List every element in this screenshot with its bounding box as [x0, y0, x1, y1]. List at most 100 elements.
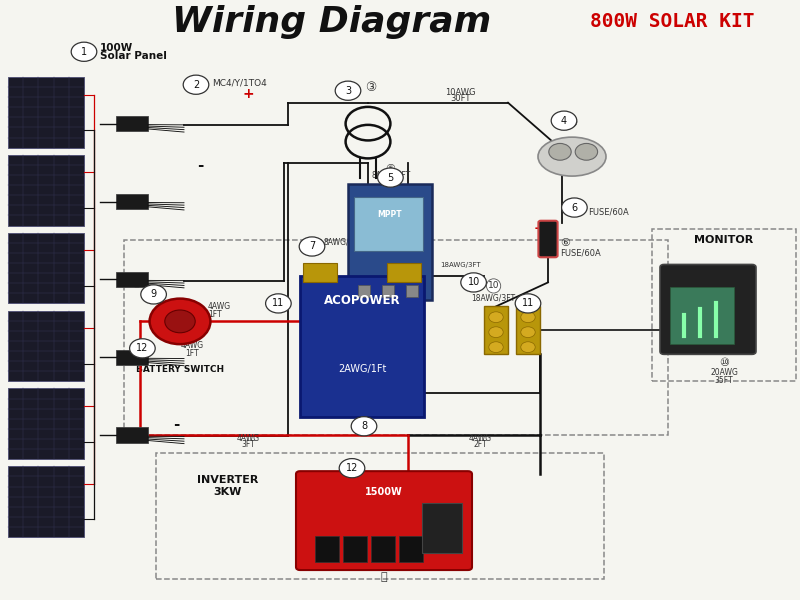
Text: 12: 12 — [346, 463, 358, 473]
Circle shape — [521, 312, 535, 323]
FancyBboxPatch shape — [660, 265, 756, 355]
Text: 4AWG: 4AWG — [518, 319, 538, 325]
Text: 10: 10 — [467, 277, 480, 287]
Text: 2FT: 2FT — [473, 440, 487, 449]
Text: 4AWG: 4AWG — [181, 341, 203, 350]
Text: 10: 10 — [488, 281, 499, 290]
Text: 5: 5 — [387, 173, 394, 182]
Text: INVERTER: INVERTER — [198, 475, 258, 485]
FancyBboxPatch shape — [516, 307, 540, 355]
FancyBboxPatch shape — [538, 221, 558, 257]
Text: 4AWG: 4AWG — [208, 302, 231, 311]
Text: 11: 11 — [272, 298, 285, 308]
Text: 7: 7 — [309, 241, 315, 251]
Text: 2AWG/1Ft: 2AWG/1Ft — [338, 364, 386, 374]
Circle shape — [130, 339, 155, 358]
FancyBboxPatch shape — [348, 184, 432, 301]
Text: 18AWG/3FT: 18AWG/3FT — [440, 262, 481, 268]
Text: -: - — [197, 158, 203, 173]
Text: 3FT: 3FT — [241, 440, 255, 449]
FancyBboxPatch shape — [8, 388, 84, 459]
Text: Solar Panel: Solar Panel — [100, 51, 167, 61]
Circle shape — [299, 237, 325, 256]
Text: 8AWG/8FT: 8AWG/8FT — [324, 237, 363, 246]
Circle shape — [521, 327, 535, 338]
FancyBboxPatch shape — [371, 536, 395, 562]
Text: 20AWG: 20AWG — [710, 368, 738, 377]
FancyBboxPatch shape — [116, 272, 148, 287]
FancyBboxPatch shape — [406, 286, 418, 298]
Text: 1: 1 — [81, 47, 87, 57]
Text: 8AWG/8FT: 8AWG/8FT — [372, 170, 411, 179]
Circle shape — [489, 312, 503, 323]
FancyBboxPatch shape — [303, 263, 337, 282]
Text: ⑧: ⑧ — [357, 421, 367, 431]
Text: Wiring Diagram: Wiring Diagram — [172, 5, 492, 39]
Text: BATTERY SWITCH: BATTERY SWITCH — [136, 365, 224, 374]
Circle shape — [150, 299, 210, 344]
Text: ⑫: ⑫ — [381, 572, 387, 582]
FancyBboxPatch shape — [296, 471, 472, 570]
FancyBboxPatch shape — [8, 233, 84, 304]
Text: 1FT: 1FT — [522, 325, 534, 331]
Text: 6: 6 — [571, 203, 578, 212]
Text: -: - — [173, 417, 179, 432]
Text: 3KW: 3KW — [214, 487, 242, 497]
Circle shape — [461, 273, 486, 292]
FancyBboxPatch shape — [116, 427, 148, 443]
Text: ⑤: ⑤ — [385, 164, 395, 173]
FancyBboxPatch shape — [358, 286, 370, 298]
FancyBboxPatch shape — [387, 263, 421, 282]
Circle shape — [515, 294, 541, 313]
Circle shape — [266, 294, 291, 313]
Circle shape — [339, 458, 365, 478]
Text: 4: 4 — [561, 116, 567, 125]
Text: ⑥: ⑥ — [560, 238, 570, 248]
Text: 4AWG: 4AWG — [469, 434, 491, 443]
Text: +: + — [242, 87, 254, 101]
Text: 18AWG/3FT: 18AWG/3FT — [471, 293, 516, 302]
Text: FUSE/60A: FUSE/60A — [588, 208, 629, 217]
Text: 10AWG: 10AWG — [445, 88, 475, 97]
FancyBboxPatch shape — [116, 350, 148, 365]
Circle shape — [71, 42, 97, 61]
FancyBboxPatch shape — [8, 155, 84, 226]
FancyBboxPatch shape — [8, 466, 84, 537]
Text: ACOPOWER: ACOPOWER — [324, 294, 400, 307]
Text: 2: 2 — [193, 80, 199, 90]
Text: 100W: 100W — [100, 43, 134, 53]
FancyBboxPatch shape — [484, 307, 508, 355]
Text: ⑩: ⑩ — [719, 358, 729, 368]
Circle shape — [489, 342, 503, 353]
FancyBboxPatch shape — [8, 77, 84, 148]
Circle shape — [549, 143, 571, 160]
Circle shape — [141, 285, 166, 304]
Text: MONITOR: MONITOR — [694, 235, 754, 245]
Text: ③: ③ — [365, 81, 376, 94]
FancyBboxPatch shape — [343, 536, 367, 562]
Text: 30FT: 30FT — [450, 94, 470, 103]
Text: FUSE/60A: FUSE/60A — [560, 248, 601, 257]
Text: MC4/Y/1TO4: MC4/Y/1TO4 — [212, 79, 266, 88]
Text: 4AWG: 4AWG — [237, 434, 259, 443]
FancyBboxPatch shape — [116, 116, 148, 131]
Circle shape — [165, 310, 195, 333]
Text: ⑨: ⑨ — [131, 280, 141, 290]
FancyBboxPatch shape — [422, 503, 462, 553]
FancyBboxPatch shape — [399, 536, 423, 562]
Circle shape — [489, 327, 503, 338]
FancyBboxPatch shape — [354, 197, 423, 251]
Text: 9: 9 — [150, 289, 157, 299]
Text: 1500W: 1500W — [365, 487, 403, 497]
FancyBboxPatch shape — [300, 277, 424, 417]
Text: 12: 12 — [136, 343, 149, 353]
Text: +: + — [534, 221, 544, 235]
Circle shape — [562, 198, 587, 217]
FancyBboxPatch shape — [315, 536, 339, 562]
Text: MPPT: MPPT — [378, 209, 402, 218]
Text: 1FT: 1FT — [208, 310, 222, 319]
FancyBboxPatch shape — [8, 311, 84, 382]
Text: +: + — [338, 87, 350, 101]
Circle shape — [351, 416, 377, 436]
Text: 8: 8 — [361, 421, 367, 431]
